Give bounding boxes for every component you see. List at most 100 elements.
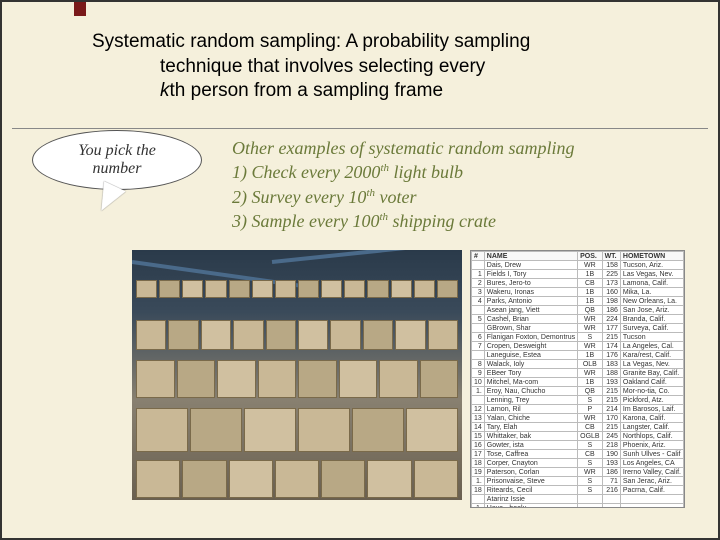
roster-header: POS. xyxy=(578,252,602,261)
roster-header: # xyxy=(472,252,485,261)
table-row: 1.Prisonvaise, SteveS71San Jerac, Ariz. xyxy=(472,477,684,486)
crate xyxy=(266,320,296,350)
definition-line1: Systematic random sampling: A probabilit… xyxy=(92,30,632,55)
crate xyxy=(201,320,231,350)
crate xyxy=(136,360,175,398)
definition-line3: kth person from a sampling frame xyxy=(160,79,632,104)
definition-line3-suffix: th person from a sampling frame xyxy=(170,80,444,101)
roster-table-inner: #NAMEPOS.WT.HOMETOWN Dais, DrewWR158Tucs… xyxy=(471,251,684,508)
crate xyxy=(159,280,180,298)
crate xyxy=(367,280,388,298)
crate xyxy=(352,408,404,452)
crate xyxy=(414,460,458,498)
crate xyxy=(136,280,157,298)
table-row: 12Larnon, RilP214Im Barosos, Laif. xyxy=(472,405,684,414)
crate xyxy=(330,320,360,350)
definition-block: Systematic random sampling: A probabilit… xyxy=(92,30,632,104)
crate xyxy=(252,280,273,298)
shelf-row xyxy=(132,408,462,452)
crate xyxy=(367,460,411,498)
crate xyxy=(391,280,412,298)
crate xyxy=(136,320,166,350)
crate xyxy=(321,460,365,498)
table-row: Dais, DrewWR158Tucson, Ariz. xyxy=(472,261,684,270)
accent-block xyxy=(74,2,86,16)
crate xyxy=(217,360,256,398)
crate xyxy=(395,320,425,350)
crate xyxy=(428,320,458,350)
crate xyxy=(275,460,319,498)
crate xyxy=(182,280,203,298)
definition-line2: technique that involves selecting every xyxy=(160,55,632,80)
crate xyxy=(321,280,342,298)
shelf-row xyxy=(132,360,462,398)
rafter xyxy=(272,250,462,264)
warehouse-image xyxy=(132,250,462,500)
crate xyxy=(339,360,378,398)
table-row: 18Riteards, CecilS216Pacrna, Calif. xyxy=(472,486,684,495)
table-row: 7Cropen, DesweightWR174La Angeles, Cal. xyxy=(472,342,684,351)
crate xyxy=(363,320,393,350)
table-row: 1Fields I, Tory1B225Las Vegas, Nev. xyxy=(472,270,684,279)
example-2: 2) Survey every 10th voter xyxy=(232,185,574,209)
crate xyxy=(136,460,180,498)
table-row: 2Bures, Jero-toCB173Lamona, Calif. xyxy=(472,279,684,288)
table-row: 19Paterson, CorlanWR186Irerno Valley, Ca… xyxy=(472,468,684,477)
table-row: 18Corper, CnaytonS193Los Angeles, CA xyxy=(472,459,684,468)
table-row: Lenning, TreyS215Pickford, Atz. xyxy=(472,396,684,405)
crate xyxy=(298,360,337,398)
table-row: Atarinz Issie xyxy=(472,495,684,504)
crate xyxy=(177,360,216,398)
crate xyxy=(205,280,226,298)
crate xyxy=(275,280,296,298)
callout-bubble: You pick the number xyxy=(32,130,202,190)
table-row: 6Flanigan Foxton, DemontrusS215Tucson xyxy=(472,333,684,342)
examples-title: Other examples of systematic random samp… xyxy=(232,136,574,160)
divider xyxy=(12,128,708,129)
crate xyxy=(182,460,226,498)
crate xyxy=(379,360,418,398)
crate xyxy=(190,408,242,452)
crate xyxy=(244,408,296,452)
roster-header: WT. xyxy=(602,252,620,261)
table-row: 4Parks, Antonio1B198New Orleans, La. xyxy=(472,297,684,306)
example-1: 1) Check every 2000th light bulb xyxy=(232,160,574,184)
table-row: GBrown, SharWR177Surveya, Calif. xyxy=(472,324,684,333)
examples-block: Other examples of systematic random samp… xyxy=(232,136,574,233)
table-row: 9EBeer ToryWR188Granite Bay, Calif. xyxy=(472,369,684,378)
crate xyxy=(168,320,198,350)
roster-header: NAME xyxy=(484,252,577,261)
table-row: Asean jang, ViettQB186San Jose, Ariz. xyxy=(472,306,684,315)
table-row: 5Cashel, BrianWR224Branda, Calif. xyxy=(472,315,684,324)
shelf-row xyxy=(132,280,462,298)
table-row: 8Walack, IolyOLB183La Vegas, Nev. xyxy=(472,360,684,369)
table-row: 15Whittaker, bakOGLB245Northlops, Calif. xyxy=(472,432,684,441)
bubble-line1: You pick the xyxy=(78,142,156,160)
crate xyxy=(136,408,188,452)
crate xyxy=(344,280,365,298)
shelf-row xyxy=(132,460,462,498)
table-row: 14Tary, ElahCB215Langster, Calif. xyxy=(472,423,684,432)
crate xyxy=(437,280,458,298)
crate xyxy=(298,320,328,350)
table-row: 10Mitchel, Ma-com1B193Oakland Calif. xyxy=(472,378,684,387)
roster-table: #NAMEPOS.WT.HOMETOWN Dais, DrewWR158Tucs… xyxy=(470,250,685,508)
table-row: Laneguise, Estea1B176Kara/rest, Calif. xyxy=(472,351,684,360)
crate xyxy=(258,360,297,398)
crate xyxy=(406,408,458,452)
table-row: 3Wakeru, Ironas1B160Mika, La. xyxy=(472,288,684,297)
crate xyxy=(229,460,273,498)
crate xyxy=(298,280,319,298)
example-3: 3) Sample every 100th shipping crate xyxy=(232,209,574,233)
crate xyxy=(233,320,263,350)
crate xyxy=(229,280,250,298)
table-row: 1.Eroy, Nau, ChuchoQB215Mor-no-tia, Co. xyxy=(472,387,684,396)
table-row: 13Yalan, ChicheWR170Karona, Calif. xyxy=(472,414,684,423)
table-row: 17Tose, CaffreaCB190Sunh Ullves - Calif xyxy=(472,450,684,459)
bubble-line2: number xyxy=(93,160,142,178)
roster-header: HOMETOWN xyxy=(620,252,683,261)
crate xyxy=(420,360,459,398)
shelf-row xyxy=(132,320,462,350)
table-row: 16Gowter, istaS218Phoenix, Ariz. xyxy=(472,441,684,450)
crate xyxy=(298,408,350,452)
